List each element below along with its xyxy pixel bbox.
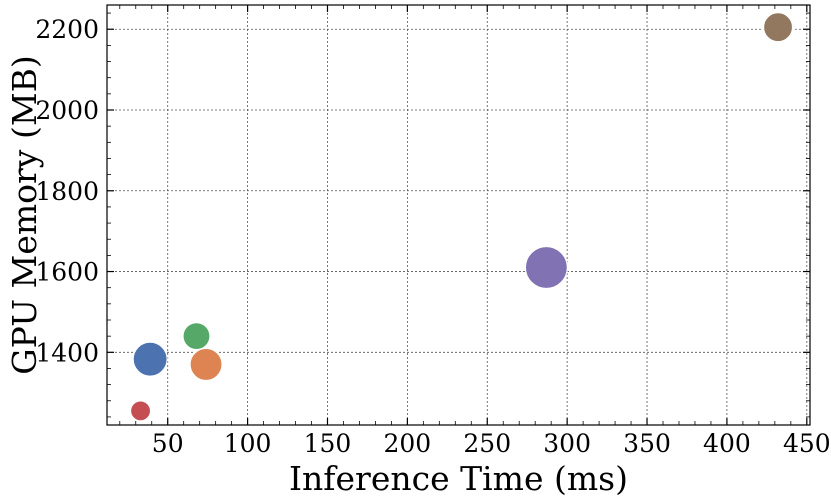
x-tick-label: 150: [304, 429, 352, 458]
plot-frame: [106, 4, 811, 426]
data-point: [524, 245, 568, 290]
x-axis-title: Inference Time (ms): [289, 459, 628, 498]
data-point: [182, 322, 211, 351]
x-tick-label: 50: [152, 429, 184, 458]
y-tick-label: 2000: [35, 96, 99, 125]
data-point: [129, 400, 152, 422]
x-tick-label: 200: [384, 429, 432, 458]
data-point: [762, 12, 794, 43]
x-tick-label: 100: [224, 429, 272, 458]
y-axis-title: GPU Memory (MB): [5, 55, 44, 374]
y-tick-label: 2200: [35, 15, 99, 44]
y-tick-label: 1400: [35, 338, 99, 367]
x-tick-label: 400: [703, 429, 751, 458]
x-tick-label: 350: [623, 429, 671, 458]
data-points: [129, 12, 794, 422]
x-tick-label: 450: [783, 429, 831, 458]
y-tick-label: 1800: [35, 177, 99, 206]
x-tick-label: 250: [463, 429, 511, 458]
axis-ticks: [107, 5, 810, 425]
tick-labels: 50 100 150 200 250 300 350 400 450 1400 1600 1800 20…: [35, 15, 830, 458]
data-point: [132, 341, 168, 377]
data-point: [189, 347, 223, 382]
grid-lines: [107, 5, 810, 425]
x-tick-label: 300: [543, 429, 591, 458]
y-tick-label: 1600: [35, 258, 99, 287]
